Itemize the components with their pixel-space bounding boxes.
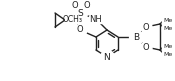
Text: Me: Me (163, 17, 173, 23)
Text: S: S (77, 9, 83, 17)
Text: O: O (72, 2, 78, 11)
Text: N: N (104, 52, 110, 61)
Text: O: O (143, 43, 149, 52)
Text: OCH₃: OCH₃ (63, 14, 83, 23)
Bar (162, 43, 174, 49)
Text: Me: Me (163, 52, 173, 57)
Text: NH: NH (90, 14, 102, 23)
Bar (162, 25, 174, 31)
Bar (162, 17, 174, 23)
Bar (89, 15, 103, 23)
Text: Me: Me (163, 26, 173, 31)
Text: Me: Me (163, 43, 173, 49)
Bar (65, 15, 81, 23)
Text: O: O (77, 26, 83, 35)
Text: O: O (143, 23, 149, 32)
Text: B: B (133, 32, 139, 41)
Text: O: O (84, 2, 90, 11)
Bar (162, 51, 174, 57)
